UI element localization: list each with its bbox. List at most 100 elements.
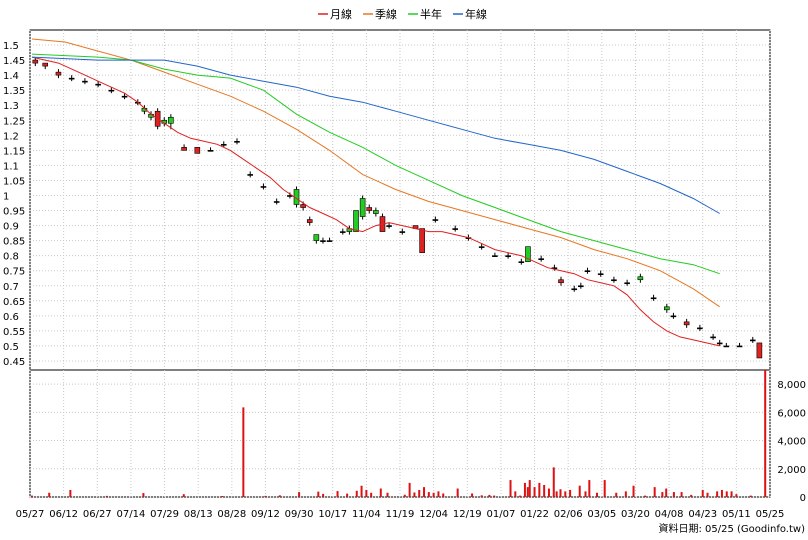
volume-bar (716, 491, 719, 497)
volume-bar (456, 488, 459, 497)
volume-bar (528, 480, 531, 497)
candle-body (247, 174, 254, 176)
legend-label: 季線 (375, 7, 397, 21)
volume-bar (509, 480, 512, 497)
volume-bar (706, 492, 709, 497)
candle-body (749, 339, 756, 342)
volume-bar (559, 489, 562, 497)
volume-bar (644, 495, 647, 497)
candle-body (55, 71, 62, 76)
candle-body (95, 83, 101, 86)
price-tick-label: 0.6 (3, 312, 19, 323)
volume-bar (547, 488, 550, 497)
candle-body (571, 288, 578, 291)
volume-bars (30, 370, 767, 497)
x-tick-label: 06/27 (83, 509, 112, 520)
volume-bar (523, 482, 526, 497)
candle-body (538, 258, 544, 260)
volume-bar (730, 491, 733, 497)
volume-grid (29, 370, 771, 498)
x-tick-label: 09/12 (251, 509, 280, 520)
volume-bar (386, 492, 389, 497)
candle-body (300, 204, 306, 208)
volume-bar (514, 491, 517, 497)
x-tick-label: 12/04 (419, 509, 448, 520)
series-line (31, 56, 720, 214)
volume-bar (653, 487, 656, 497)
candle-body (220, 144, 227, 146)
candle-body (650, 297, 657, 300)
volume-bar (690, 494, 693, 497)
x-tick-label: 06/12 (49, 509, 78, 520)
price-tick-label: 0.7 (3, 282, 19, 293)
volume-bar (764, 370, 767, 497)
x-tick-label: 09/30 (285, 509, 314, 520)
volume-bar (471, 493, 474, 497)
volume-bar (408, 482, 411, 497)
volume-bar (533, 487, 536, 497)
volume-bar (672, 492, 675, 497)
volume-bar (665, 488, 668, 497)
price-panel-frame (29, 29, 771, 371)
candle-body (756, 342, 763, 359)
candle-body (399, 231, 406, 233)
candle-body (723, 345, 730, 348)
legend-label: 半年 (420, 7, 442, 21)
volume-bar (418, 489, 421, 497)
candle-body (558, 279, 564, 284)
volume-bar (355, 490, 358, 497)
x-tick-label: 03/05 (587, 509, 616, 520)
volume-bar (555, 491, 558, 497)
volume-bar (242, 407, 245, 497)
volume-bar (588, 480, 591, 497)
candle-body (578, 285, 584, 288)
price-tick-label: 0.75 (3, 267, 25, 278)
candle-body (697, 327, 703, 330)
candle-body (624, 282, 630, 285)
volume-bar (735, 494, 738, 497)
x-tick-label: 05/11 (722, 509, 751, 520)
price-tick-label: 1.2 (3, 131, 19, 142)
candle-body (419, 228, 425, 253)
candle-body (637, 276, 644, 281)
candle-body (505, 255, 511, 257)
series-line (31, 53, 720, 275)
volume-tick-label: 0 (800, 493, 806, 504)
x-tick-label: 04/23 (688, 509, 717, 520)
moving-average-lines (31, 38, 720, 347)
volume-bar (403, 494, 406, 497)
volume-bar (437, 491, 440, 497)
legend-label: 月線 (330, 7, 352, 21)
volume-bar (322, 493, 325, 497)
volume-bar (370, 492, 373, 497)
price-tick-label: 1.25 (3, 116, 25, 127)
volume-tick-label: 2,000 (777, 465, 806, 476)
legend-label: 年線 (465, 7, 487, 21)
candle-body (366, 207, 373, 211)
volume-bar (543, 485, 546, 497)
volume-bar (526, 487, 529, 497)
volume-bar (105, 495, 108, 497)
volume-bar (480, 495, 483, 497)
volume-bar (632, 485, 635, 497)
candle-body (518, 261, 525, 263)
volume-bar (493, 495, 496, 497)
candle-body (525, 246, 531, 262)
candle-body (492, 255, 498, 257)
volume-bar (624, 491, 627, 497)
volume-bar (725, 491, 728, 497)
candle-body (373, 210, 379, 214)
x-tick-label: 01/22 (520, 509, 549, 520)
price-tick-label: 0.85 (3, 237, 25, 248)
footer-source: 資料日期: 05/25 (Goodinfo.tw) (658, 522, 805, 535)
volume-tick-label: 4,000 (777, 437, 806, 448)
candle-body (42, 62, 49, 67)
candle-body (611, 279, 617, 282)
x-tick-label: 04/08 (655, 509, 684, 520)
candle-body (68, 77, 75, 80)
price-tick-label: 1.35 (3, 86, 25, 97)
x-tick-label: 11/04 (352, 509, 381, 520)
candle-body (306, 219, 313, 223)
price-tick-label: 0.8 (3, 252, 19, 263)
